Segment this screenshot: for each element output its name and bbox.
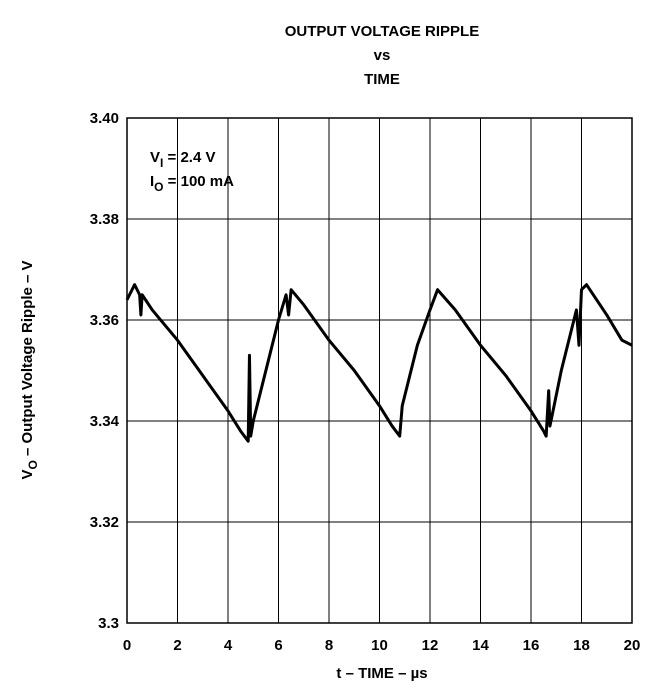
x-axis-label: t – TIME – µs bbox=[336, 665, 427, 682]
x-tick-label: 6 bbox=[274, 637, 282, 654]
plot-frame bbox=[126, 117, 633, 624]
x-tick-label: 0 bbox=[123, 637, 131, 654]
annotation-text: = 2.4 V bbox=[163, 149, 215, 166]
x-tick-label: 4 bbox=[224, 637, 233, 654]
chart-title: vs bbox=[374, 47, 391, 64]
annotation-text: = 100 mA bbox=[164, 173, 235, 190]
y-tick-label: 3.32 bbox=[90, 514, 119, 531]
x-tick-label: 10 bbox=[371, 637, 388, 654]
x-tick-label: 20 bbox=[624, 637, 641, 654]
x-tick-label: 18 bbox=[573, 637, 590, 654]
annotation-main: I bbox=[150, 173, 154, 190]
annotation: IO = 100 mA bbox=[150, 173, 234, 194]
x-tick-label: 16 bbox=[523, 637, 540, 654]
x-tick-label: 12 bbox=[422, 637, 439, 654]
data-line bbox=[125, 283, 633, 443]
y-tick-label: 3.3 bbox=[98, 615, 119, 632]
x-tick-label: 2 bbox=[173, 637, 181, 654]
x-tick-label: 14 bbox=[472, 637, 489, 654]
x-tick-label: 8 bbox=[325, 637, 333, 654]
y-label-main: V bbox=[19, 470, 36, 480]
y-tick-label: 3.38 bbox=[90, 211, 119, 228]
annotation: VI = 2.4 V bbox=[150, 149, 215, 170]
annotation-sub: I bbox=[160, 156, 163, 170]
y-tick-label: 3.36 bbox=[90, 312, 119, 329]
y-tick-label: 3.40 bbox=[90, 110, 119, 127]
y-axis-label: VO – Output Voltage Ripple – V bbox=[19, 260, 40, 479]
annotation-sub: O bbox=[154, 180, 163, 194]
y-tick-label: 3.34 bbox=[90, 413, 120, 430]
annotation-main: V bbox=[150, 149, 160, 166]
y-label-text: – Output Voltage Ripple – V bbox=[19, 260, 36, 460]
chart-title: OUTPUT VOLTAGE RIPPLE bbox=[285, 23, 479, 40]
y-label-sub: O bbox=[26, 460, 40, 469]
chart-title: TIME bbox=[364, 71, 400, 88]
